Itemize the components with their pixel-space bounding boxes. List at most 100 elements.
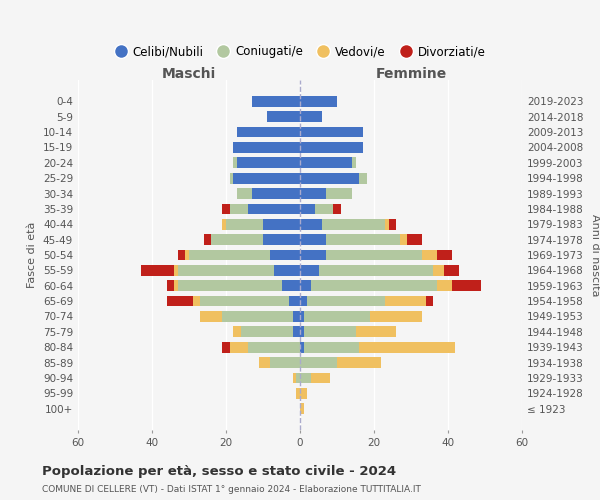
Bar	[237, 158, 300, 168]
Bar	[293, 311, 300, 322]
Bar	[174, 280, 178, 291]
Bar	[304, 326, 355, 337]
Bar	[300, 219, 322, 230]
Bar	[300, 96, 337, 106]
Bar	[178, 250, 185, 260]
Bar	[352, 158, 355, 168]
Bar	[222, 204, 230, 214]
Bar	[248, 204, 300, 214]
Bar	[211, 234, 263, 245]
Bar	[233, 326, 241, 337]
Bar	[311, 280, 437, 291]
Bar	[233, 173, 300, 184]
Bar	[237, 126, 300, 138]
Bar	[281, 280, 300, 291]
Bar	[230, 173, 233, 184]
Bar	[300, 158, 352, 168]
Bar	[266, 112, 300, 122]
Bar	[300, 296, 307, 306]
Bar	[355, 326, 396, 337]
Bar	[300, 142, 363, 153]
Bar	[271, 250, 300, 260]
Bar	[174, 265, 178, 276]
Bar	[322, 219, 385, 230]
Bar	[326, 234, 400, 245]
Bar	[422, 250, 437, 260]
Bar	[300, 388, 307, 398]
Bar	[300, 204, 315, 214]
Bar	[223, 311, 293, 322]
Bar	[337, 357, 382, 368]
Bar	[226, 219, 263, 230]
Bar	[289, 296, 300, 306]
Bar	[189, 250, 271, 260]
Bar	[300, 311, 304, 322]
Bar	[400, 234, 407, 245]
Bar	[407, 234, 422, 245]
Bar	[437, 250, 452, 260]
Bar	[304, 342, 359, 352]
Bar	[167, 280, 174, 291]
Bar	[252, 188, 300, 199]
Bar	[385, 219, 389, 230]
Bar	[200, 296, 289, 306]
Y-axis label: Anni di nascita: Anni di nascita	[590, 214, 600, 296]
Bar	[300, 326, 304, 337]
Bar	[296, 388, 300, 398]
Bar	[370, 311, 422, 322]
Bar	[300, 404, 304, 414]
Bar	[293, 326, 300, 337]
Bar	[248, 342, 300, 352]
Bar	[326, 188, 352, 199]
Bar	[167, 296, 193, 306]
Bar	[319, 265, 433, 276]
Bar	[300, 357, 337, 368]
Bar	[304, 311, 370, 322]
Bar	[359, 173, 367, 184]
Bar	[233, 142, 300, 153]
Bar	[300, 173, 359, 184]
Bar	[300, 188, 326, 199]
Bar	[300, 280, 311, 291]
Bar	[385, 296, 426, 306]
Bar	[300, 372, 311, 384]
Bar	[263, 219, 300, 230]
Bar	[241, 326, 293, 337]
Bar	[263, 234, 300, 245]
Bar	[274, 265, 300, 276]
Bar	[307, 296, 385, 306]
Bar	[185, 250, 189, 260]
Bar	[300, 112, 322, 122]
Bar	[300, 234, 326, 245]
Bar	[204, 234, 211, 245]
Y-axis label: Fasce di età: Fasce di età	[28, 222, 37, 288]
Bar	[296, 372, 300, 384]
Bar	[237, 188, 252, 199]
Bar	[230, 204, 248, 214]
Bar	[141, 265, 174, 276]
Bar	[222, 342, 230, 352]
Bar	[193, 296, 200, 306]
Text: Femmine: Femmine	[376, 68, 446, 82]
Bar	[334, 204, 341, 214]
Bar	[300, 342, 304, 352]
Text: Popolazione per età, sesso e stato civile - 2024: Popolazione per età, sesso e stato civil…	[42, 465, 396, 478]
Bar	[200, 311, 223, 322]
Bar	[326, 250, 422, 260]
Bar	[178, 280, 281, 291]
Bar	[223, 219, 226, 230]
Bar	[444, 265, 459, 276]
Bar	[437, 280, 452, 291]
Bar	[230, 342, 248, 352]
Bar	[300, 250, 326, 260]
Bar	[433, 265, 444, 276]
Bar	[178, 265, 274, 276]
Bar	[252, 96, 300, 106]
Bar	[293, 372, 296, 384]
Text: Maschi: Maschi	[162, 68, 216, 82]
Bar	[300, 126, 363, 138]
Bar	[300, 265, 319, 276]
Bar	[315, 204, 334, 214]
Bar	[452, 280, 481, 291]
Bar	[233, 158, 237, 168]
